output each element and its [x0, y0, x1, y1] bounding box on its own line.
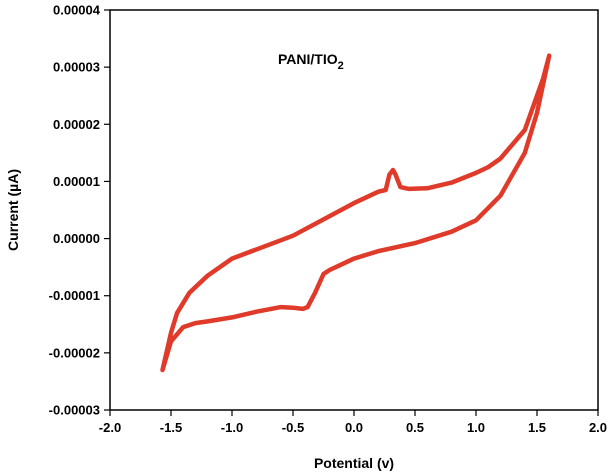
x-axis-title: Potential (v) [314, 455, 394, 471]
curve-annotation: PANI/TIO2 [278, 51, 344, 72]
y-tick-label: 0.00001 [53, 174, 100, 189]
x-tick-label: -1.5 [160, 420, 182, 435]
series-layer [160, 53, 552, 373]
y-tick-label: 0.00000 [53, 231, 100, 246]
x-tick-label: -2.0 [99, 420, 121, 435]
y-tick-label: -0.00002 [49, 345, 100, 360]
annotation-text: PANI/TIO [278, 51, 338, 67]
x-tick-label: 1.5 [528, 420, 546, 435]
y-tick-label: -0.00001 [49, 288, 100, 303]
x-tick-label: 2.0 [589, 420, 607, 435]
x-axis-ticks: -2.0 -1.5 -1.0 -0.5 0.0 0.5 1.0 1.5 2.0 [99, 410, 607, 435]
y-axis-ticks: -0.00003 -0.00002 -0.00001 0.00000 0.00001 0.… [49, 3, 110, 418]
y-tick-label: 0.00003 [53, 60, 100, 75]
y-axis-title: Current (µA) [5, 169, 21, 251]
y-tick-label: -0.00003 [49, 403, 100, 418]
x-tick-label: -0.5 [282, 420, 304, 435]
y-tick-label: 0.00004 [53, 3, 101, 18]
x-tick-label: 0.5 [406, 420, 424, 435]
x-tick-label: -1.0 [221, 420, 243, 435]
x-tick-label: 0.0 [345, 420, 363, 435]
y-tick-label: 0.00002 [53, 117, 100, 132]
x-tick-label: 1.0 [467, 420, 485, 435]
annotation-subscript: 2 [338, 60, 344, 72]
cv-curve-line [160, 53, 552, 373]
plot-frame [109, 9, 599, 411]
